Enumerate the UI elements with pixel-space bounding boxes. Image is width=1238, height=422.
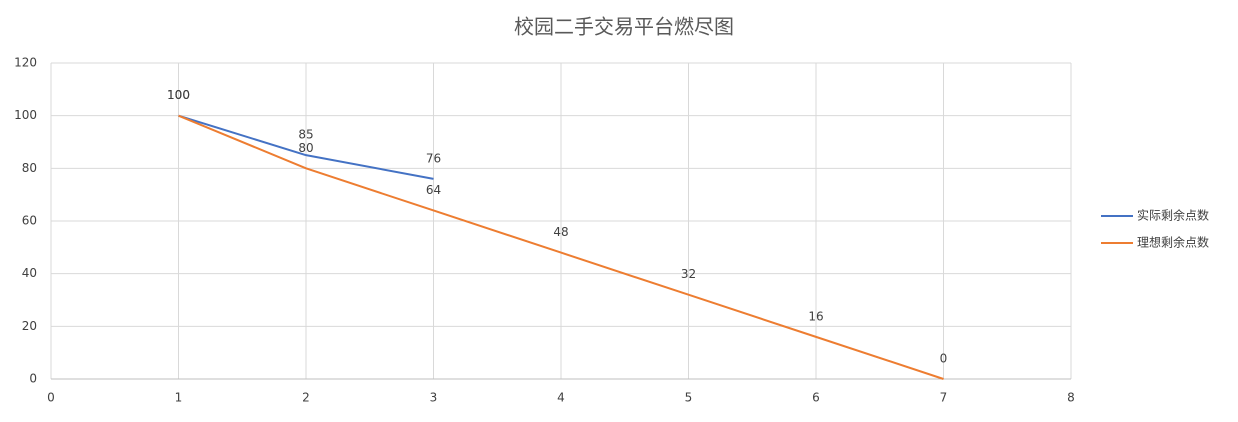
x-tick-label: 6: [812, 391, 820, 405]
y-tick-label: 20: [22, 319, 37, 333]
legend-label: 实际剩余点数: [1137, 208, 1209, 223]
x-tick-label: 2: [302, 391, 310, 405]
data-label: 64: [426, 183, 441, 197]
x-tick-label: 3: [430, 391, 438, 405]
data-label: 100: [167, 88, 190, 102]
data-label: 48: [553, 225, 568, 239]
x-tick-label: 5: [685, 391, 693, 405]
data-label: 16: [808, 309, 823, 323]
data-label: 32: [681, 267, 696, 281]
x-tick-label: 1: [175, 391, 183, 405]
data-label: 100: [167, 88, 190, 102]
legend-label: 理想剩余点数: [1137, 235, 1209, 250]
chart-title: 校园二手交易平台燃尽图: [514, 15, 734, 39]
series-line: [178, 114, 434, 180]
data-label: 76: [426, 151, 441, 165]
y-tick-label: 120: [14, 56, 37, 70]
data-label: 85: [298, 128, 313, 142]
x-tick-label: 4: [557, 391, 565, 405]
series-line: [178, 114, 944, 380]
y-tick-label: 60: [22, 214, 37, 228]
y-tick-label: 0: [29, 372, 37, 386]
data-label: 80: [298, 141, 313, 155]
y-tick-label: 100: [14, 108, 37, 122]
y-tick-label: 40: [22, 266, 37, 280]
x-tick-label: 8: [1067, 391, 1075, 405]
x-tick-label: 0: [47, 391, 55, 405]
x-tick-label: 7: [940, 391, 948, 405]
y-tick-label: 80: [22, 161, 37, 175]
data-label: 0: [940, 352, 948, 366]
